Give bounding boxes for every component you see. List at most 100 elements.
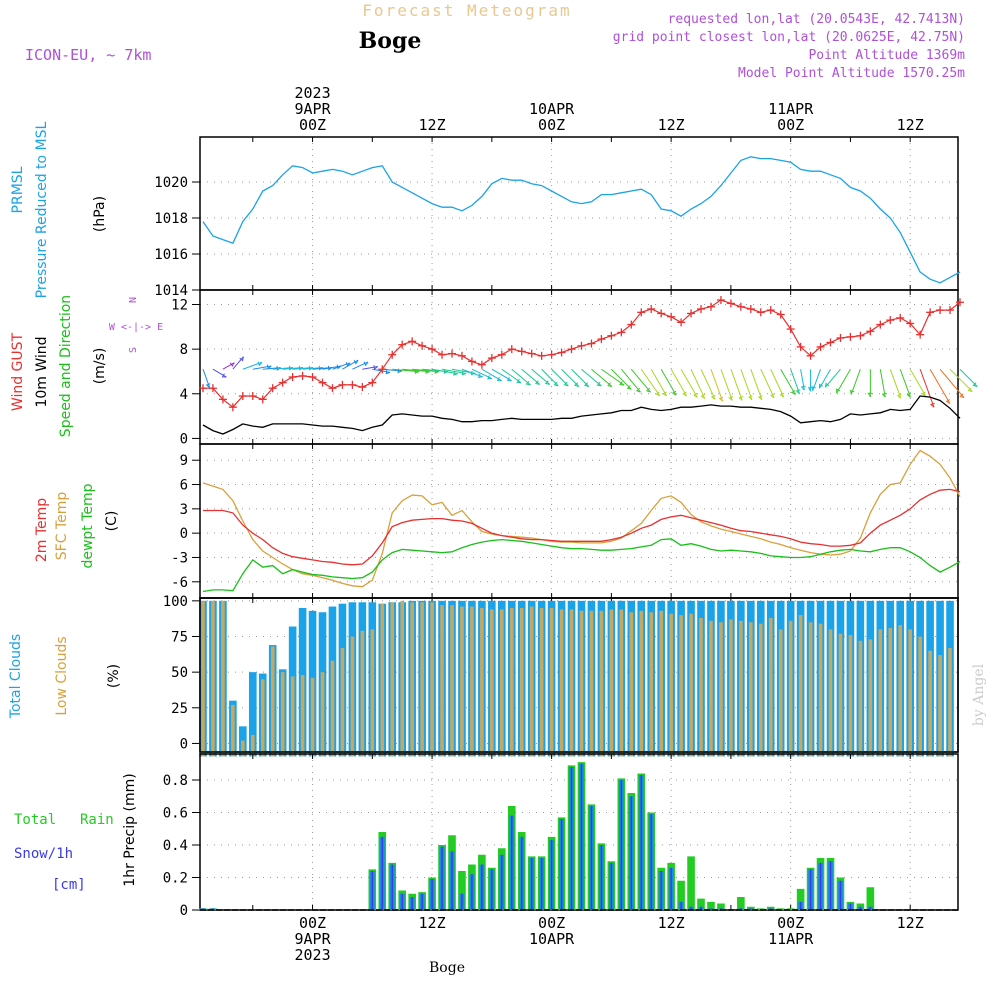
low-cloud-bar xyxy=(280,672,285,757)
sfc-temp-line xyxy=(202,449,961,588)
panel-frame xyxy=(199,289,959,445)
wind-arrow xyxy=(441,368,467,374)
y-tick-label: -3 xyxy=(171,550,188,566)
y-tick-label: 75 xyxy=(171,630,188,646)
wind-arrow-head xyxy=(867,392,873,398)
wind-arrow xyxy=(899,369,911,398)
wind-arrow-head xyxy=(906,393,912,398)
wind-arrow-head xyxy=(824,382,830,388)
low-cloud-bar xyxy=(569,609,574,757)
dewpt-label: dewpt Temp xyxy=(80,483,96,568)
wind-arrow xyxy=(929,368,951,404)
low-cloud-bar xyxy=(400,600,404,757)
wind-arrow-head xyxy=(373,365,379,370)
low-cloud-bar xyxy=(629,612,634,757)
wind-arrow-head xyxy=(596,381,602,387)
low-cloud-bar xyxy=(270,646,275,757)
wind-arrow xyxy=(690,369,706,399)
y-tick-label: 25 xyxy=(171,701,188,717)
y-tick-label: 0.6 xyxy=(163,806,188,822)
low-cloud-bar xyxy=(480,607,484,757)
wind-arrow-head xyxy=(619,381,625,386)
bottom-time-label: 12Z xyxy=(419,914,446,932)
low-cloud-bar xyxy=(221,600,225,757)
wind-arrow-head xyxy=(626,385,632,390)
wind-arrow-head xyxy=(221,373,227,378)
model-label: ICON-EU, ~ 7km xyxy=(25,46,151,64)
low-cloud-bar xyxy=(360,630,365,757)
wind-arrow xyxy=(850,369,861,395)
wind-arrow-head xyxy=(747,395,753,401)
low-cloud-bar xyxy=(948,647,952,757)
pressure-line xyxy=(202,156,961,284)
wind-arrow xyxy=(949,368,973,392)
wind-arrow xyxy=(511,368,531,386)
low-cloud-bar xyxy=(639,610,644,757)
total-clouds-label: Total Clouds xyxy=(8,634,24,719)
low-cloud-bar xyxy=(579,610,584,757)
wind-arrow-head xyxy=(453,371,458,376)
low-cloud-bar xyxy=(619,609,624,757)
low-cloud-bar xyxy=(848,635,853,757)
total-precip-bar xyxy=(717,903,725,910)
wind-arrow xyxy=(879,369,886,398)
total-precip-bar xyxy=(707,901,715,910)
wind-arrow xyxy=(620,368,641,393)
low-cloud-bar xyxy=(380,603,385,757)
wind-arrow xyxy=(790,369,801,394)
wind-arrow-head xyxy=(385,369,391,375)
precip-snow-unit: [cm] xyxy=(52,877,86,893)
low-cloud-bar xyxy=(778,629,783,757)
wind-arrow-head xyxy=(692,392,698,398)
low-cloud-bar xyxy=(609,609,614,757)
wind-arrow xyxy=(232,356,244,370)
precip-bars xyxy=(199,762,875,910)
top-time-label: 11APR xyxy=(768,100,814,118)
wind-arrow-head xyxy=(655,391,661,397)
wind-arrow-head xyxy=(563,381,569,387)
low-cloud-bar xyxy=(260,679,265,757)
bottom-time-label: 2023 xyxy=(294,946,330,964)
temp-unit: (C) xyxy=(104,511,120,532)
wind-arrow-head xyxy=(553,381,559,387)
low-cloud-bar xyxy=(241,740,245,757)
wind-arrow-head xyxy=(849,389,855,395)
compass-n: N xyxy=(128,297,139,303)
wind-arrow-head xyxy=(583,382,589,387)
y-tick-label: 50 xyxy=(171,665,188,681)
y-tick-label: 3 xyxy=(180,502,188,518)
wind-dir-label: Speed and Direction xyxy=(58,295,74,437)
low-cloud-bar xyxy=(878,629,883,757)
low-cloud-bar xyxy=(689,613,693,757)
wind-speed-line xyxy=(202,395,961,435)
gust-markers xyxy=(198,296,964,412)
bottom-time-label: 11APR xyxy=(768,930,814,948)
low-cloud-bar xyxy=(828,629,833,757)
y-tick-label: 6 xyxy=(180,478,188,494)
wind-arrow xyxy=(611,368,632,390)
top-time-label: 10APR xyxy=(529,100,575,118)
low-cloud-bar xyxy=(898,625,903,757)
bottom-time-label: 00Z xyxy=(299,914,326,932)
wind-arrow-head xyxy=(881,392,887,398)
low-cloud-bar xyxy=(768,617,773,757)
low-cloud-bar xyxy=(659,610,663,757)
wind-arrow-head xyxy=(790,390,796,395)
wind-arrow xyxy=(760,369,775,399)
total-precip-bar xyxy=(776,908,785,910)
low-cloud-bar xyxy=(250,734,255,757)
wind-arrow xyxy=(919,369,935,408)
wind-arrow-head xyxy=(662,391,667,397)
clouds-unit: (%) xyxy=(106,664,122,688)
wind-arrow xyxy=(710,369,724,402)
footer-location: Boge xyxy=(429,960,465,976)
panel-wind: 0 4 8 12 Wind GUST 10m Wind Speed and Directio… xyxy=(10,289,978,447)
temp2m-line xyxy=(203,488,961,566)
bottom-time-label: 10APR xyxy=(529,930,575,948)
pressure-unit: (hPa) xyxy=(92,196,108,232)
low-cloud-bar xyxy=(490,609,494,757)
wind-arrow-head xyxy=(718,396,724,402)
wind-arrow xyxy=(939,368,965,399)
wind-arrow xyxy=(730,369,743,401)
